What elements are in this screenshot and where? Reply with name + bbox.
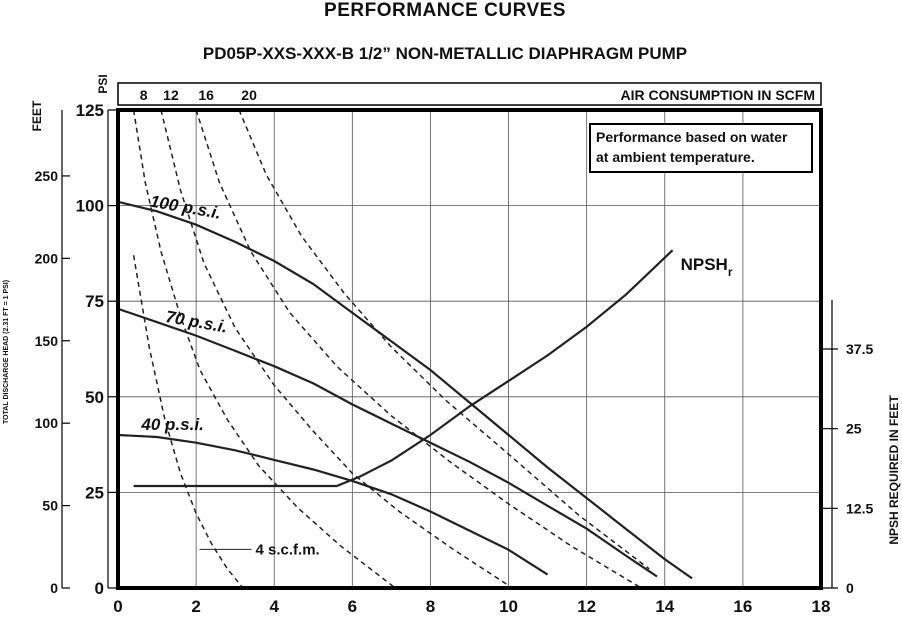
- feet-tick-label-250: 250: [35, 168, 59, 184]
- series-label-40-p-s-i: 40 p.s.i.: [140, 415, 203, 434]
- top-axis-title: AIR CONSUMPTION IN SCFM: [621, 87, 815, 103]
- psi-tick-label-50: 50: [85, 388, 104, 407]
- x-axis-ticks: 0 2 4 6 8 10 12 14 16 18: [113, 597, 830, 616]
- npsh-tick-label-37-5: 37.5: [846, 341, 873, 357]
- x-tick-label-12: 12: [577, 597, 596, 616]
- x-tick-label-14: 14: [655, 597, 674, 616]
- psi-tick-label-25: 25: [85, 483, 104, 502]
- npsh-axis-title: NPSH REQUIRED IN FEET: [887, 395, 901, 545]
- series-line-70-p-s-i: [117, 307, 658, 578]
- series-line-4-s-c-f-m: [132, 255, 244, 589]
- series-line-16: [195, 109, 642, 589]
- psi-axis-title: PSI: [96, 74, 110, 93]
- feet-axis-title: FEET: [30, 100, 44, 131]
- series-label-npshr: NPSHr: [681, 255, 733, 279]
- feet-tick-label-0: 0: [50, 580, 58, 596]
- npsh-axis-ticks: 0 12.5 25 37.5: [821, 341, 873, 596]
- psi-tick-label-0: 0: [95, 579, 104, 598]
- chart-grid: [118, 110, 821, 588]
- x-tick-label-8: 8: [426, 597, 435, 616]
- head-axis-title: TOTAL DISCHARGE HEAD (2.31 FT = 1 PSI): [3, 280, 10, 424]
- series-label-4-scfm: 4 s.c.f.m.: [256, 541, 320, 558]
- feet-tick-label-200: 200: [35, 250, 59, 266]
- x-tick-label-0: 0: [113, 597, 122, 616]
- top-axis-ticks: 8 12 16 20: [140, 87, 257, 103]
- feet-tick-label-100: 100: [35, 415, 59, 431]
- chart-subtitle: PD05P-XXS-XXX-B 1/2” NON-METALLIC DIAPHR…: [202, 44, 688, 63]
- top-tick-label-8: 8: [140, 87, 148, 103]
- psi-tick-label-100: 100: [76, 197, 104, 216]
- series-line-100-p-s-i: [117, 200, 693, 580]
- x-tick-label-16: 16: [733, 597, 752, 616]
- npsh-tick-label-25: 25: [846, 421, 862, 437]
- psi-axis-ticks: 0 25 50 75 100 125: [76, 101, 118, 598]
- psi-tick-label-125: 125: [76, 101, 104, 120]
- series-line-npshr: [133, 249, 674, 488]
- x-tick-label-6: 6: [348, 597, 357, 616]
- note-line-2: at ambient temperature.: [596, 149, 755, 165]
- top-tick-label-12: 12: [163, 87, 179, 103]
- series-line-12: [160, 109, 513, 589]
- series-line-8: [132, 109, 396, 589]
- npsh-tick-label-12-5: 12.5: [846, 500, 873, 516]
- chart-title: PERFORMANCE CURVES: [324, 0, 566, 21]
- top-tick-label-16: 16: [198, 87, 214, 103]
- x-tick-label-10: 10: [499, 597, 518, 616]
- top-axis-strip: [117, 82, 822, 106]
- psi-tick-label-75: 75: [85, 292, 104, 311]
- series-label-70-p-s-i: 70 p.s.i.: [164, 307, 229, 337]
- series-line-40-p-s-i: [117, 433, 549, 576]
- x-tick-label-18: 18: [812, 597, 831, 616]
- npsh-tick-label-0: 0: [846, 580, 854, 596]
- note-box: [589, 123, 813, 173]
- series-line-20: [238, 109, 650, 570]
- feet-tick-label-50: 50: [42, 498, 58, 514]
- note-line-1: Performance based on water: [596, 129, 788, 145]
- x-tick-label-2: 2: [191, 597, 200, 616]
- series-label-100-p-s-i: 100 p.s.i.: [149, 192, 223, 223]
- feet-axis-ticks: 0 50 100 150 200 250: [35, 168, 70, 596]
- feet-tick-label-150: 150: [35, 333, 59, 349]
- x-tick-label-4: 4: [269, 597, 279, 616]
- series-layer: 100 p.s.i. 70 p.s.i. 40 p.s.i. NPSHr 4 s.c.f…: [117, 109, 733, 589]
- top-tick-label-20: 20: [241, 87, 257, 103]
- plot-area-border: [116, 108, 823, 590]
